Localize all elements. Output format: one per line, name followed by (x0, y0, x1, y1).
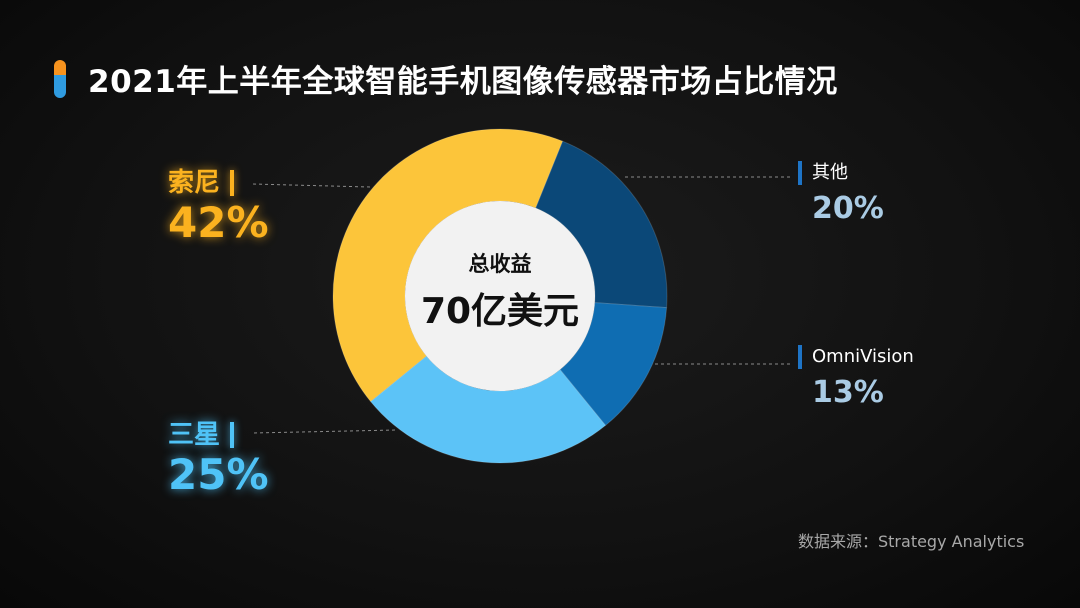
title-marker-icon (54, 59, 66, 98)
slice-value-samsung: 25% (168, 450, 269, 499)
slice-label-samsung: 三星 25% (168, 420, 269, 498)
title-bar: 2021年上半年全球智能手机图像传感器市场占比情况 (54, 56, 838, 101)
donut-slices (332, 128, 668, 464)
slice-value-omnivision: 13% (812, 375, 884, 410)
leader-line-3 (251, 183, 371, 188)
donut-slice-3 (332, 128, 564, 403)
label-bar-icon (798, 161, 802, 185)
center-summary: 总收益 70亿美元 (410, 248, 590, 334)
slice-name-omnivision: OmniVision (812, 346, 914, 367)
label-bar-icon (230, 170, 235, 196)
leader-line-2 (251, 429, 396, 434)
slice-label-sony: 索尼 42% (168, 168, 269, 246)
data-source: 数据来源：Strategy Analytics (798, 532, 1025, 551)
center-label: 总收益 (468, 252, 532, 276)
slice-label-others: 其他 20% (798, 158, 884, 226)
slice-name-sony: 索尼 (168, 168, 221, 198)
slice-value-sony: 42% (168, 198, 269, 247)
slice-name-samsung: 三星 (168, 420, 221, 450)
leader-lines (251, 176, 790, 434)
chart-title: 2021年上半年全球智能手机图像传感器市场占比情况 (88, 64, 838, 100)
label-bar-icon (230, 422, 235, 448)
center-value: 70亿美元 (420, 291, 580, 332)
slice-label-omnivision: OmniVision 13% (798, 342, 914, 410)
slice-value-others: 20% (812, 191, 884, 226)
slice-name-others: 其他 (812, 162, 848, 183)
label-bar-icon (798, 345, 802, 369)
donut-hole (405, 201, 595, 391)
